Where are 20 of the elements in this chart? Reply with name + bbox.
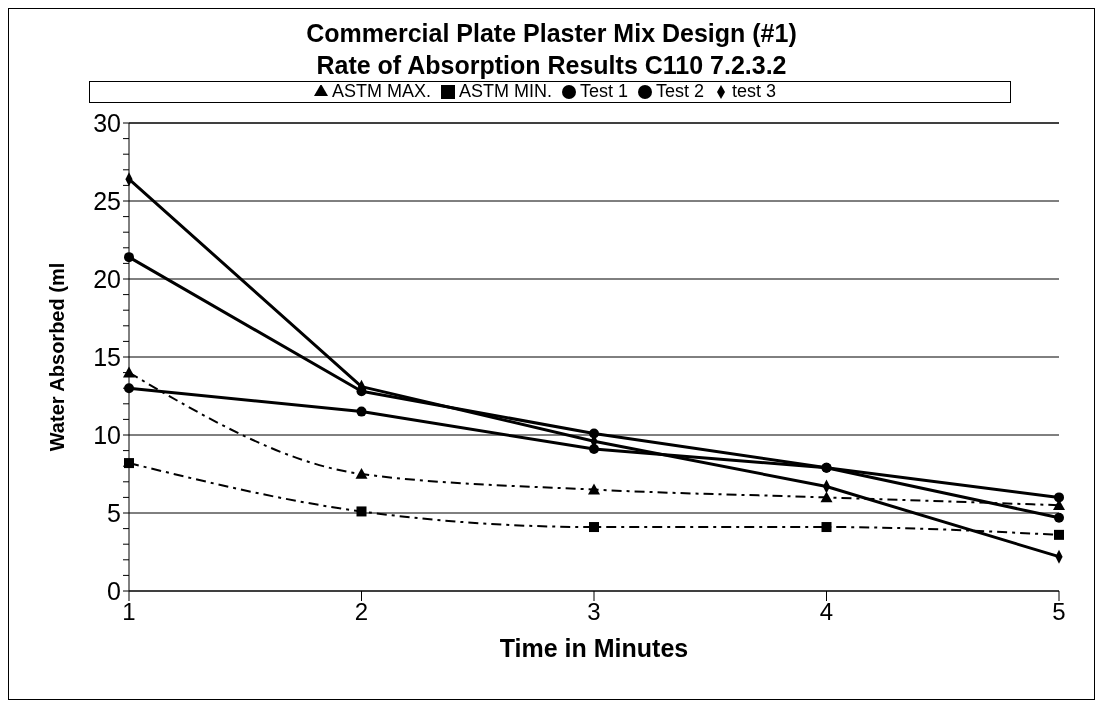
legend-label: ASTM MAX. bbox=[331, 81, 431, 101]
y-tick-label: 0 bbox=[107, 576, 121, 605]
x-tick-label: 2 bbox=[354, 598, 369, 626]
legend-label: ASTM MIN. bbox=[458, 81, 552, 101]
legend-label: Test 2 bbox=[655, 81, 705, 101]
y-tick-label: 25 bbox=[93, 186, 121, 215]
legend-label: Test 1 bbox=[579, 81, 628, 101]
legend-label: test 3 bbox=[732, 81, 777, 101]
y-tick-label: 5 bbox=[107, 498, 121, 527]
x-axis-title: Time in Minutes bbox=[499, 634, 689, 662]
x-tick-label: 1 bbox=[122, 598, 136, 626]
chart-title: Commercial Plate Plaster Mix Design (#1) Rate of Absorption Results C110 7.2.3.2 bbox=[305, 18, 798, 81]
y-tick-label: 10 bbox=[93, 420, 121, 449]
y-axis-title: Water Absorbed (ml bbox=[46, 262, 69, 452]
x-tick-label: 5 bbox=[1052, 598, 1066, 626]
x-tick-label: 3 bbox=[587, 598, 601, 626]
x-tick-label: 4 bbox=[819, 598, 834, 626]
y-tick-label: 15 bbox=[93, 342, 121, 371]
y-tick-label: 20 bbox=[93, 264, 121, 293]
y-tick-label: 30 bbox=[93, 108, 121, 137]
